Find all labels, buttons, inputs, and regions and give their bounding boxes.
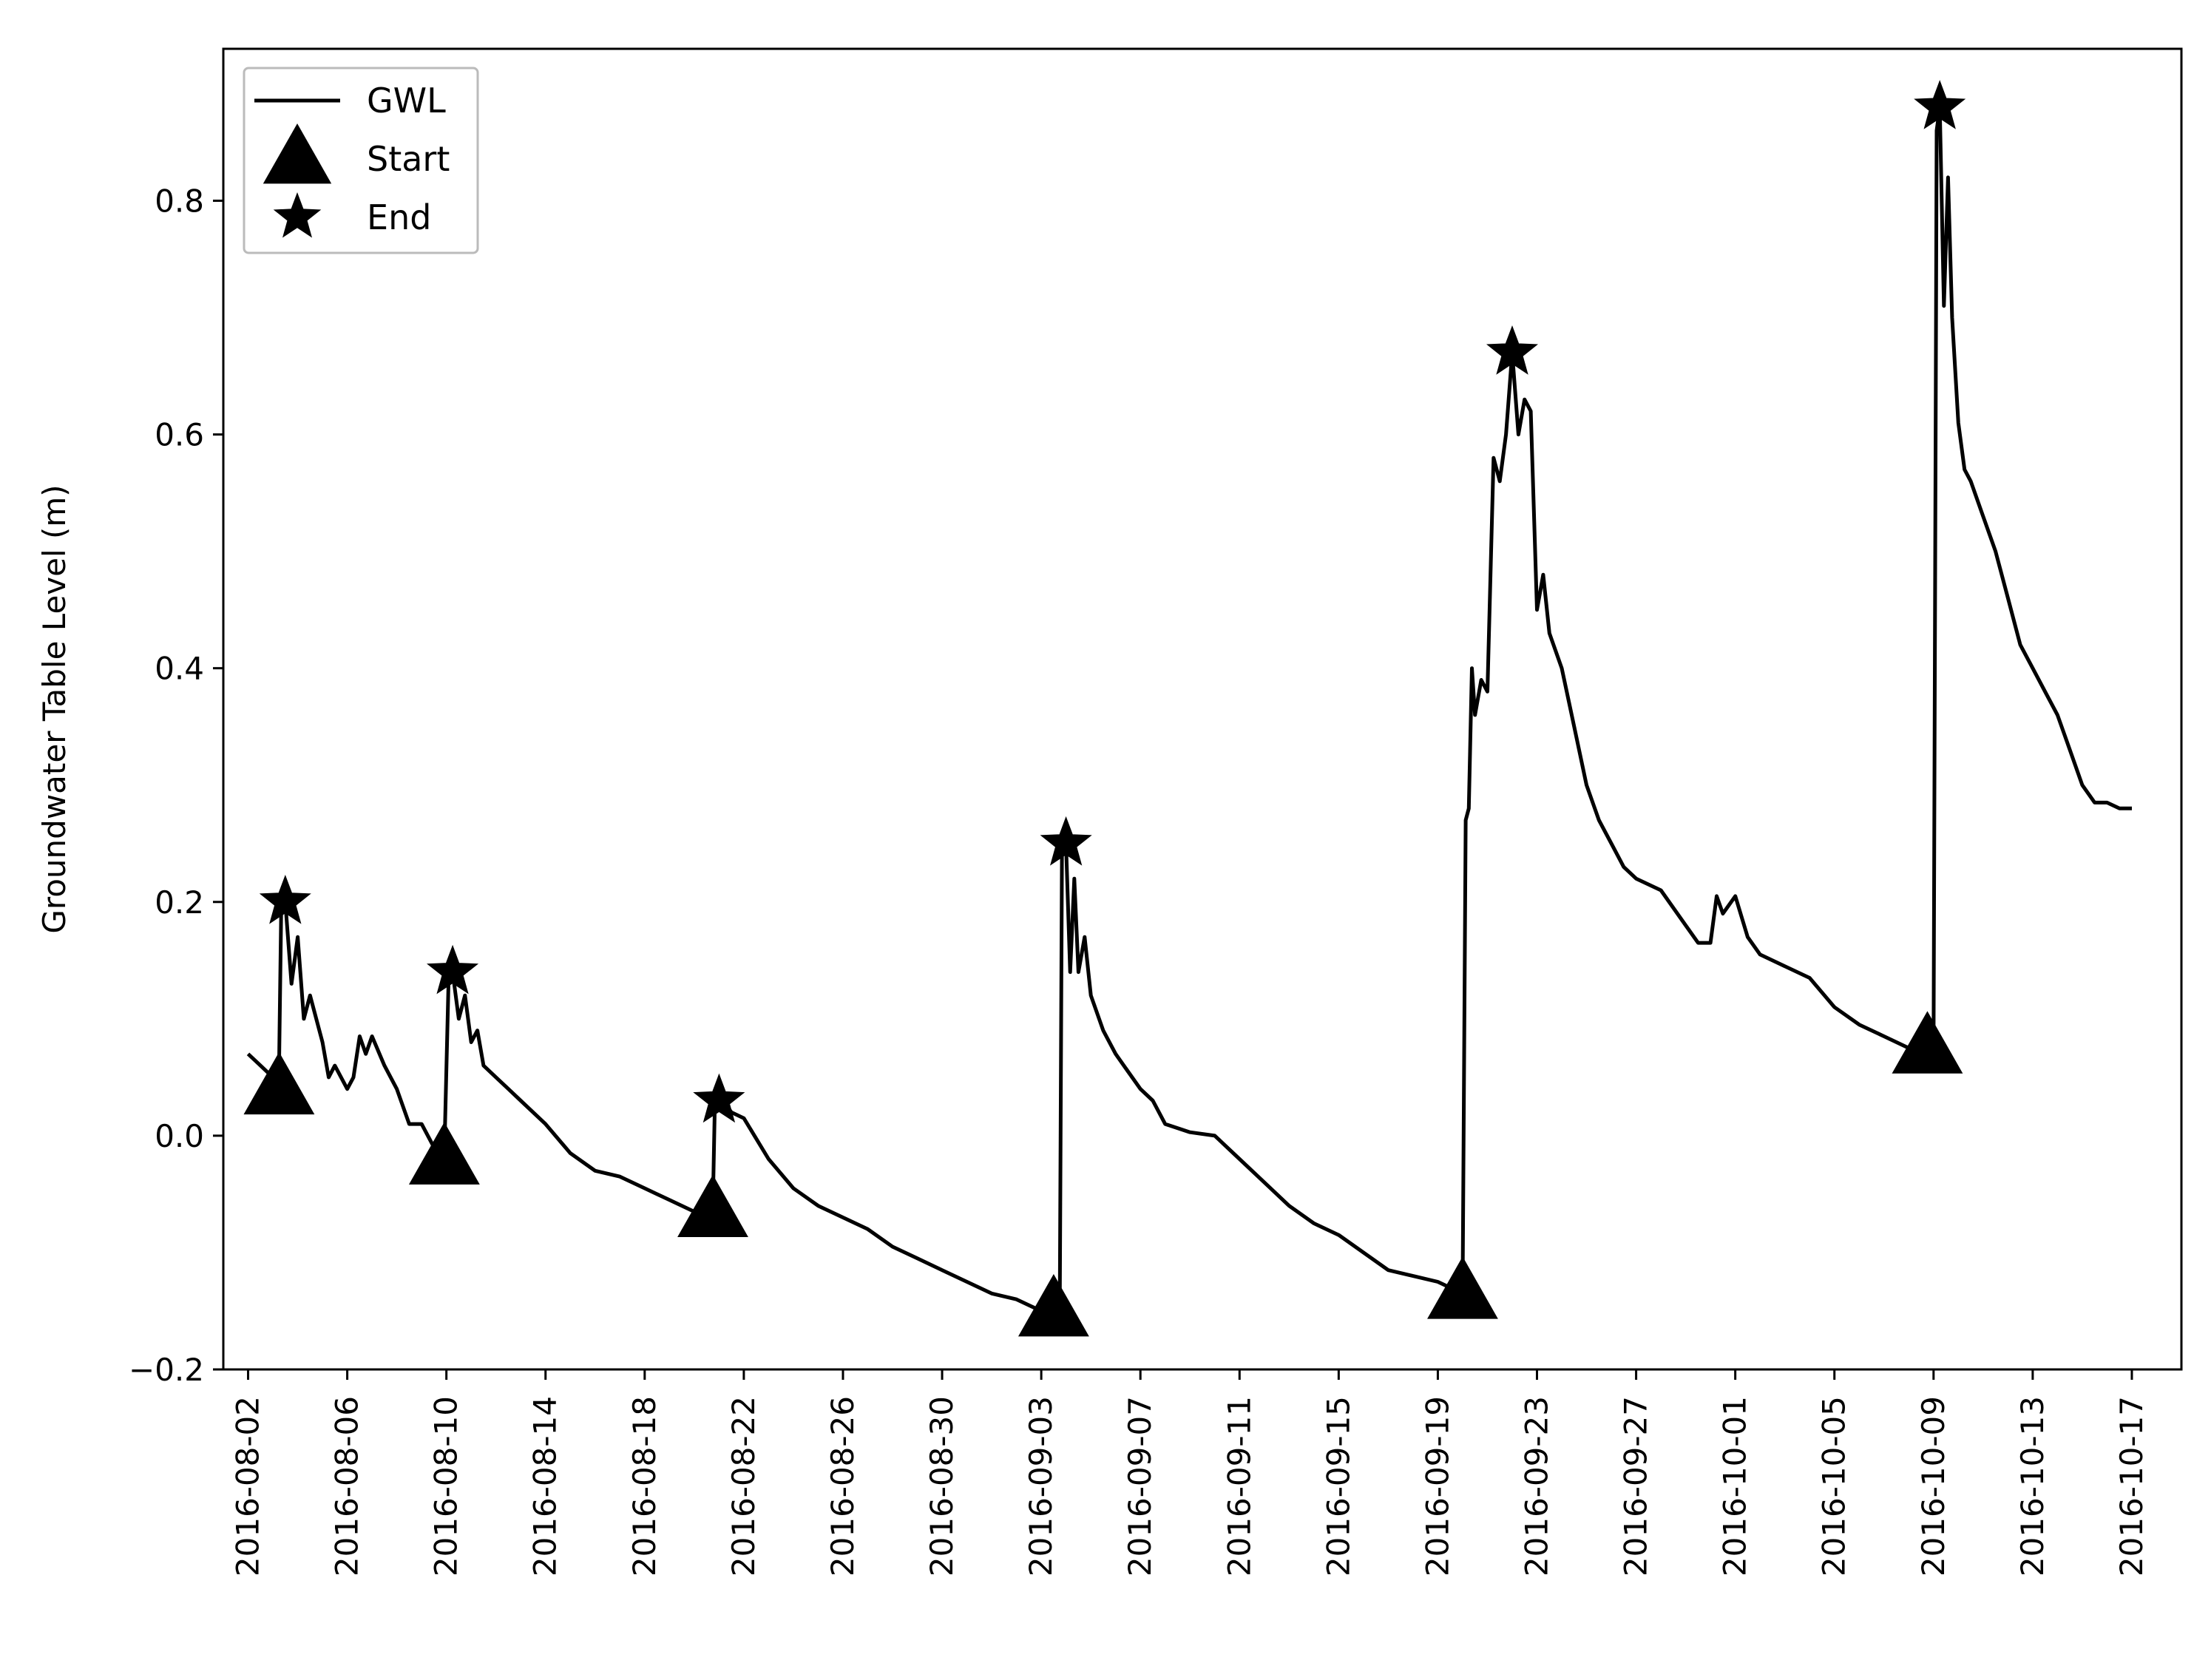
- legend-swatch-start: [263, 123, 332, 184]
- legend-swatch-end: [273, 192, 322, 238]
- x-tick-label: 2016-10-01: [1717, 1396, 1753, 1576]
- x-tick-label: 2016-10-05: [1816, 1396, 1852, 1576]
- end-marker: [259, 874, 311, 924]
- x-axis: 2016-08-02 2016-08-06 2016-08-10 2016-08-14…: [230, 1369, 2150, 1576]
- legend-label-start: Start: [367, 139, 450, 179]
- x-tick-label: 2016-10-09: [1915, 1396, 1951, 1576]
- end-marker: [1040, 816, 1092, 866]
- start-marker: [408, 1122, 480, 1185]
- x-tick-label: 2016-10-13: [2014, 1396, 2051, 1576]
- start-marker: [1018, 1273, 1089, 1337]
- plot-content: [243, 80, 2132, 1337]
- start-marker: [1427, 1256, 1498, 1319]
- x-tick-label: 2016-08-06: [329, 1396, 365, 1576]
- x-tick-label: 2016-09-03: [1023, 1396, 1059, 1576]
- start-marker: [243, 1051, 315, 1115]
- y-axis-title: Groundwater Table Level (m): [36, 484, 72, 933]
- plot-frame: [222, 47, 2183, 1371]
- x-tick-label: 2016-10-17: [2113, 1396, 2150, 1576]
- x-tick-label: 2016-09-11: [1221, 1396, 1257, 1576]
- start-marker: [677, 1174, 748, 1238]
- x-tick-label: 2016-08-26: [825, 1396, 861, 1576]
- y-axis: −0.2 0.0 0.2 0.4 0.6 0.8: [129, 183, 223, 1388]
- y-tick-label: 0.4: [155, 651, 204, 687]
- y-tick-label: −0.2: [129, 1352, 204, 1388]
- x-tick-label: 2016-09-07: [1122, 1396, 1158, 1576]
- x-tick-label: 2016-09-23: [1519, 1396, 1555, 1576]
- start-marker: [1892, 1011, 1963, 1074]
- legend-label-gwl: GWL: [367, 81, 446, 121]
- legend: GWL Start End: [243, 67, 479, 254]
- x-tick-label: 2016-09-15: [1320, 1396, 1356, 1576]
- x-tick-label: 2016-08-02: [230, 1396, 266, 1576]
- end-marker: [1486, 325, 1539, 375]
- end-marker: [426, 944, 479, 995]
- y-tick-label: 0.8: [155, 183, 204, 219]
- y-tick-label: 0.6: [155, 417, 204, 453]
- end-marker: [1914, 80, 1966, 129]
- x-tick-label: 2016-08-18: [626, 1396, 663, 1576]
- x-tick-label: 2016-08-10: [428, 1396, 464, 1576]
- x-tick-label: 2016-08-22: [725, 1396, 762, 1576]
- x-tick-label: 2016-09-19: [1419, 1396, 1455, 1576]
- y-tick-label: 0.2: [155, 884, 204, 921]
- x-tick-label: 2016-09-27: [1618, 1396, 1654, 1576]
- x-tick-label: 2016-08-30: [924, 1396, 960, 1576]
- x-tick-label: 2016-08-14: [527, 1396, 563, 1576]
- y-tick-label: 0.0: [155, 1118, 204, 1154]
- legend-label-end: End: [367, 197, 431, 237]
- end-marker: [693, 1073, 745, 1123]
